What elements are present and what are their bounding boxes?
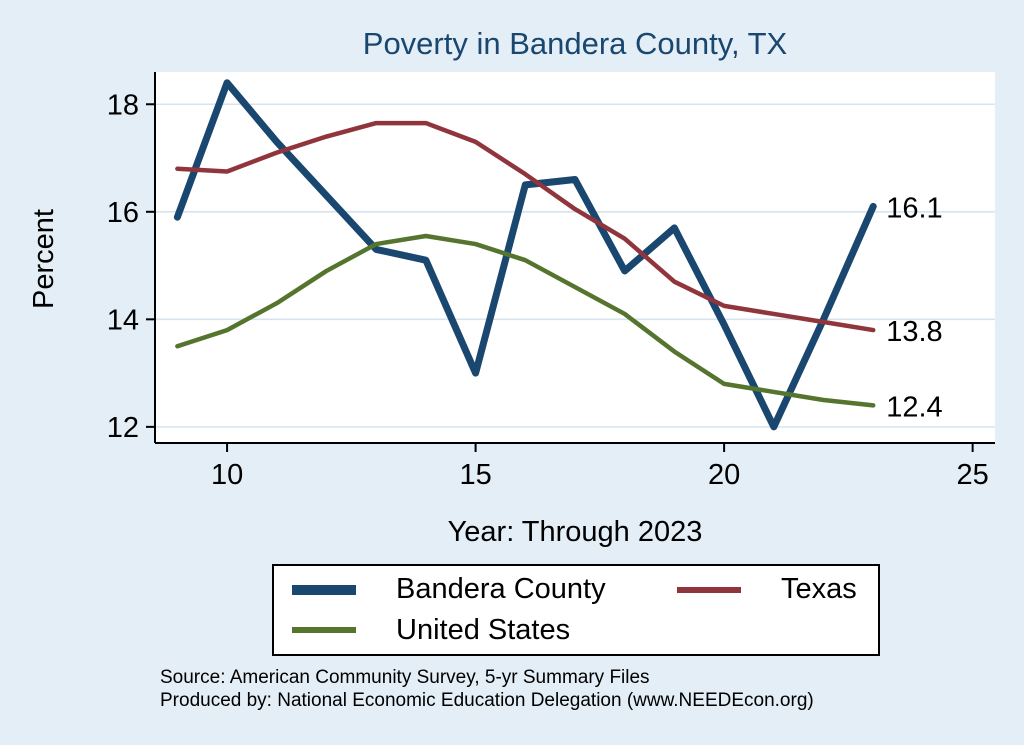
x-axis-label: Year: Through 2023: [447, 516, 703, 548]
y-tick-label: 18: [107, 89, 139, 121]
texas-line-swatch: [677, 586, 741, 593]
legend: Bandera County Texas United States: [272, 564, 880, 656]
united-states-line-swatch: [292, 627, 356, 634]
legend-label-united-states: United States: [396, 613, 571, 646]
legend-label-texas: Texas: [781, 573, 857, 606]
y-tick-label: 16: [107, 197, 139, 229]
source-note: Source: American Community Survey, 5-yr …: [160, 667, 650, 688]
legend-item-texas: Texas: [677, 573, 878, 606]
bandera-county-line-swatch: [292, 584, 356, 595]
y-tick-label: 14: [107, 304, 139, 336]
plot-background: [155, 72, 995, 443]
end-label-bandera-county: 16.1: [886, 192, 942, 224]
footer: Source: American Community Survey, 5-yr …: [160, 666, 814, 712]
y-tick-label: 12: [107, 412, 139, 444]
x-tick-label: 15: [459, 459, 491, 491]
end-label-united-states: 12.4: [886, 391, 942, 423]
end-label-texas: 13.8: [886, 316, 942, 348]
series-line-united-states: [175, 233, 876, 408]
legend-item-united-states: United States: [292, 614, 677, 647]
chart-title: Poverty in Bandera County, TX: [362, 26, 788, 61]
series-line-bandera-county: [173, 79, 877, 431]
legend-label-bandera-county: Bandera County: [396, 573, 606, 606]
x-tick-label: 25: [957, 459, 989, 491]
produced-by-note: Produced by: National Economic Education…: [160, 690, 814, 711]
series-line-texas: [175, 120, 876, 333]
plot-area: 10 15 20 25 12 14 16 18 16.1 13.8 12.4: [107, 72, 995, 491]
legend-item-bandera-county: Bandera County: [292, 573, 677, 606]
x-tick-label: 10: [211, 459, 243, 491]
x-tick-label: 20: [708, 459, 740, 491]
